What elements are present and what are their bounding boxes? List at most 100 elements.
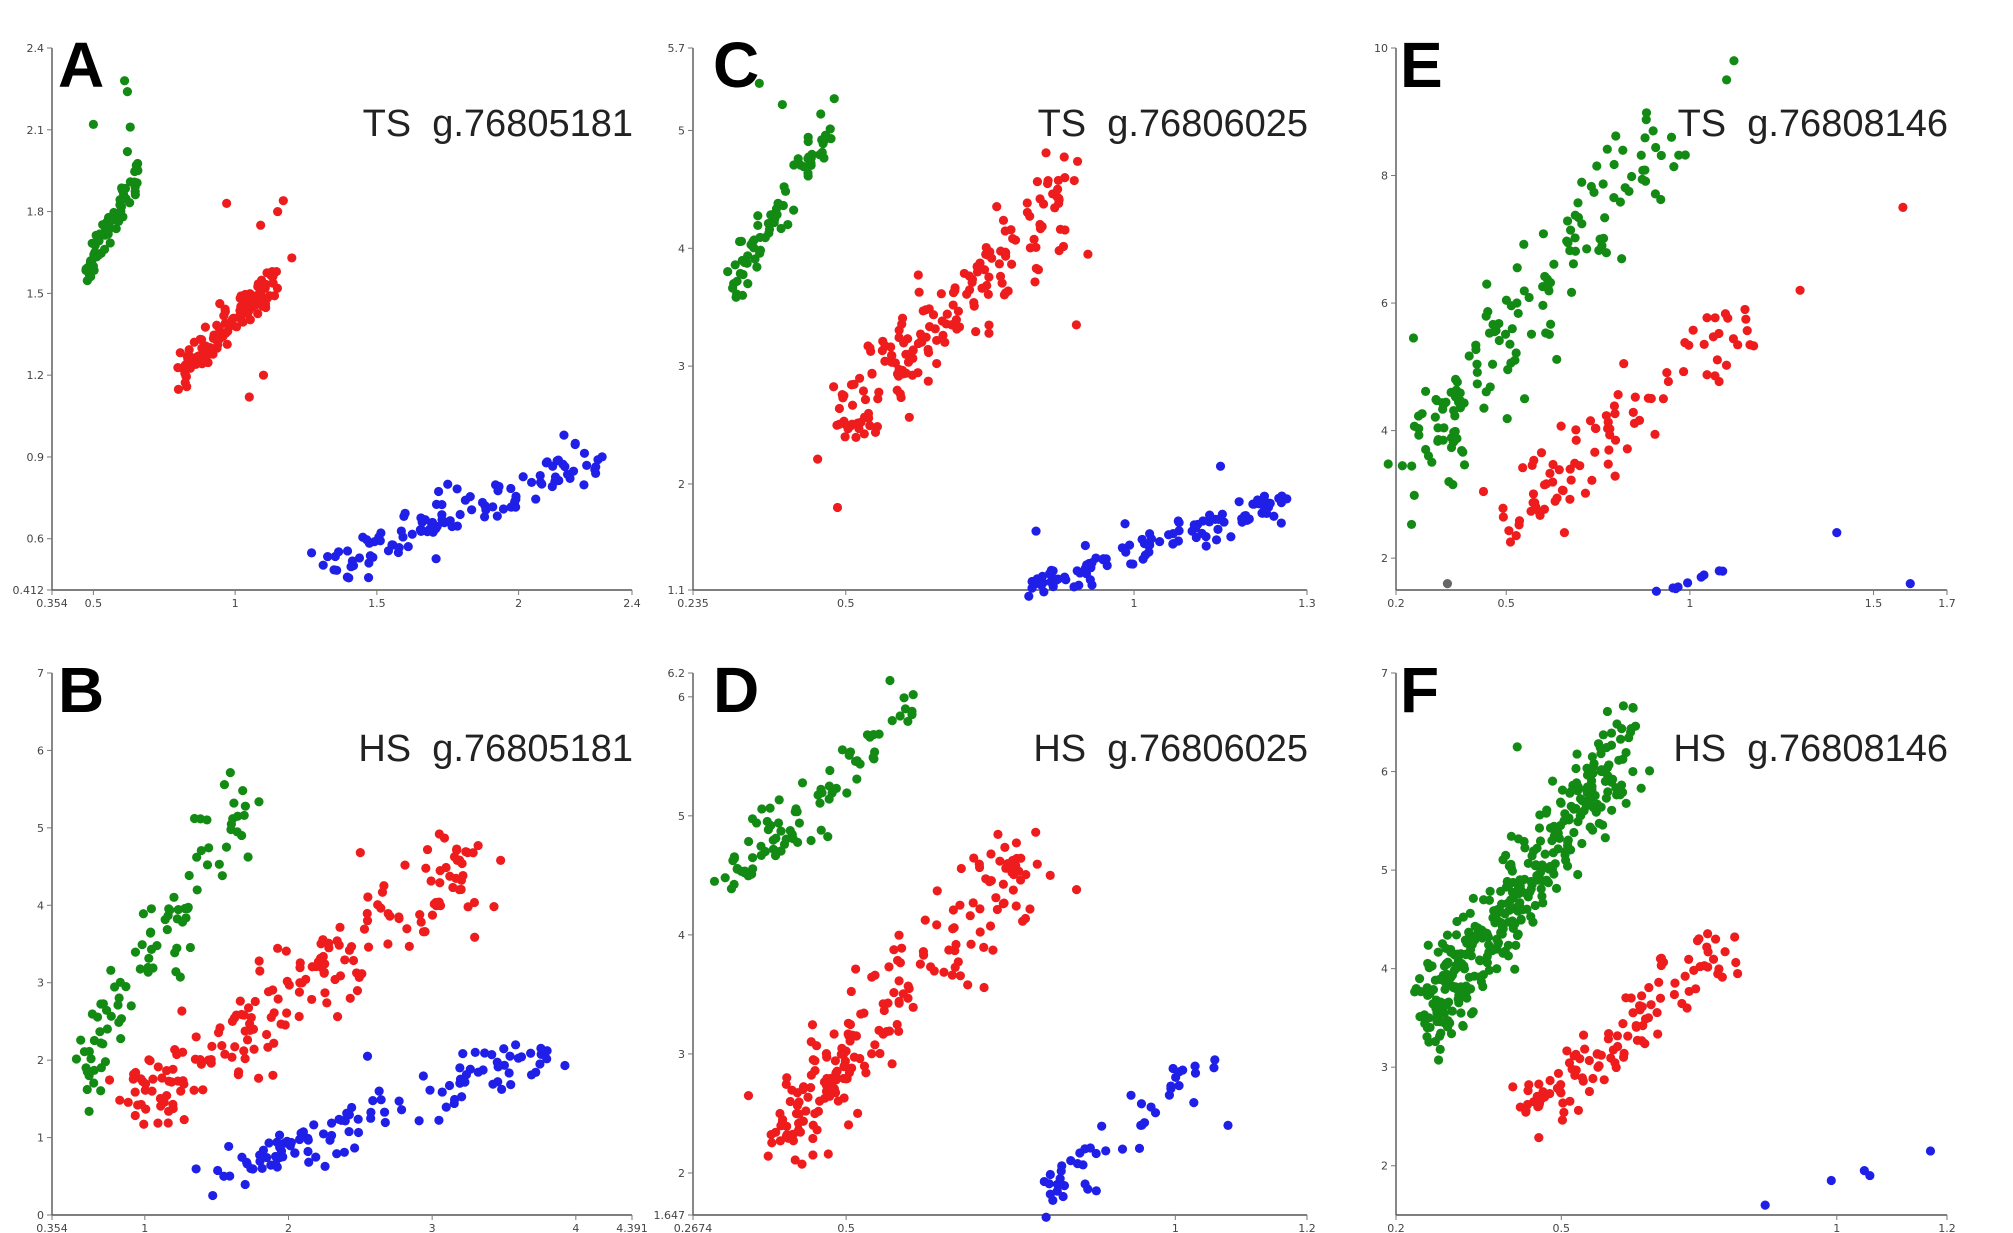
data-point bbox=[1562, 1046, 1572, 1056]
data-point bbox=[1702, 942, 1712, 952]
data-point bbox=[1501, 882, 1511, 892]
data-point bbox=[254, 797, 264, 807]
data-point bbox=[1572, 749, 1582, 759]
data-point bbox=[757, 804, 767, 814]
data-point bbox=[1439, 423, 1449, 433]
data-point bbox=[355, 848, 365, 858]
data-point bbox=[1462, 993, 1472, 1003]
data-point bbox=[248, 1164, 258, 1174]
data-point bbox=[318, 1129, 329, 1139]
data-point bbox=[903, 716, 913, 727]
y-tick-label: 2 bbox=[678, 1167, 685, 1180]
data-point bbox=[88, 119, 98, 129]
y-tick-label: 4 bbox=[1381, 963, 1388, 976]
data-point bbox=[535, 1059, 545, 1069]
data-point bbox=[1256, 497, 1266, 507]
data-point bbox=[1044, 1179, 1054, 1189]
data-point bbox=[1640, 133, 1650, 143]
data-point bbox=[936, 289, 946, 299]
data-point bbox=[860, 394, 871, 405]
data-point bbox=[867, 369, 877, 379]
data-point bbox=[445, 517, 455, 527]
data-point bbox=[762, 816, 772, 827]
data-point bbox=[1600, 213, 1610, 223]
data-point bbox=[1031, 526, 1041, 536]
data-point bbox=[1570, 233, 1580, 243]
data-point bbox=[1530, 900, 1540, 911]
data-point bbox=[1585, 416, 1596, 426]
data-point bbox=[1201, 532, 1211, 542]
data-point bbox=[1168, 538, 1178, 549]
data-point bbox=[458, 870, 468, 881]
data-point bbox=[457, 1092, 467, 1102]
data-point bbox=[1120, 519, 1130, 529]
data-point bbox=[115, 1095, 125, 1105]
data-point bbox=[1611, 1062, 1621, 1073]
data-point bbox=[1532, 871, 1542, 881]
data-point bbox=[1545, 1075, 1555, 1086]
data-point bbox=[829, 382, 839, 392]
data-point bbox=[1522, 904, 1532, 914]
data-point bbox=[1190, 1061, 1200, 1071]
data-point bbox=[1540, 271, 1550, 282]
series-red-b bbox=[104, 829, 506, 1129]
data-point bbox=[257, 1163, 267, 1174]
data-point bbox=[95, 1027, 105, 1037]
data-point bbox=[1451, 982, 1461, 992]
data-point bbox=[1655, 993, 1666, 1003]
data-point bbox=[852, 420, 862, 430]
data-point bbox=[229, 1013, 240, 1023]
data-point bbox=[997, 278, 1007, 288]
x-tick-label: 3 bbox=[429, 1222, 436, 1233]
data-point bbox=[1008, 234, 1018, 244]
data-point bbox=[923, 344, 933, 355]
data-point bbox=[1046, 565, 1056, 575]
data-point bbox=[516, 1052, 527, 1062]
data-point bbox=[1612, 1031, 1623, 1041]
data-point bbox=[493, 1077, 503, 1087]
data-point bbox=[346, 942, 357, 952]
data-point bbox=[840, 432, 850, 442]
data-point bbox=[1519, 239, 1529, 249]
data-point bbox=[286, 1137, 296, 1148]
data-point bbox=[1524, 292, 1534, 303]
data-point bbox=[278, 1152, 288, 1162]
data-point bbox=[593, 455, 603, 465]
data-point bbox=[1679, 366, 1689, 377]
data-point bbox=[425, 1085, 435, 1095]
data-point bbox=[1680, 150, 1690, 160]
data-point bbox=[1032, 859, 1042, 869]
data-point bbox=[1455, 388, 1465, 398]
data-point bbox=[986, 849, 996, 859]
data-point bbox=[808, 1150, 818, 1160]
data-point bbox=[437, 1087, 447, 1097]
data-point bbox=[135, 964, 145, 974]
data-point bbox=[591, 468, 601, 478]
data-point bbox=[294, 987, 305, 997]
data-point bbox=[339, 1147, 349, 1157]
data-point bbox=[1587, 752, 1597, 762]
data-point bbox=[1587, 782, 1597, 792]
data-point bbox=[773, 818, 784, 828]
data-point bbox=[1629, 418, 1640, 428]
data-point bbox=[1507, 324, 1517, 334]
data-point bbox=[1072, 1158, 1083, 1169]
data-point bbox=[489, 902, 499, 912]
data-point bbox=[1198, 516, 1208, 526]
data-point bbox=[852, 774, 862, 784]
data-point bbox=[128, 1074, 138, 1084]
data-point bbox=[1414, 973, 1425, 984]
data-point bbox=[1627, 171, 1637, 182]
data-point bbox=[1730, 932, 1740, 942]
data-point bbox=[1503, 951, 1514, 961]
series-red-d bbox=[743, 827, 1082, 1169]
panel-title-e: TS g.76808146 bbox=[1678, 103, 1948, 145]
data-point bbox=[403, 541, 413, 552]
data-point bbox=[340, 955, 350, 965]
data-point bbox=[855, 373, 865, 383]
data-point bbox=[979, 265, 990, 275]
data-point bbox=[1397, 461, 1407, 471]
data-point bbox=[839, 1073, 849, 1084]
data-point bbox=[972, 261, 982, 272]
data-point bbox=[449, 1094, 460, 1105]
